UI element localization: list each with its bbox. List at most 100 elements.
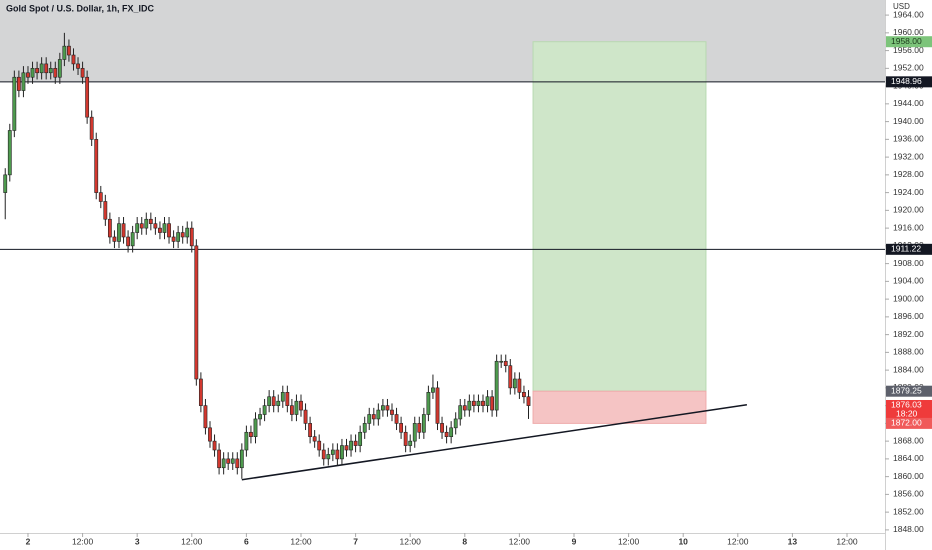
candle-body <box>326 454 331 460</box>
candle-body <box>98 192 103 202</box>
x-tick-label: 12:00 <box>618 536 640 546</box>
y-tick-label: 1940.00 <box>893 116 924 126</box>
x-tick-label: 2 <box>26 536 31 546</box>
x-tick-label: 6 <box>244 536 249 546</box>
candle-body <box>285 392 290 406</box>
candle-body <box>12 76 17 131</box>
candle-body <box>376 409 381 420</box>
candle-body <box>44 63 49 74</box>
candle-body <box>103 201 108 220</box>
x-tick-label: 12:00 <box>400 536 422 546</box>
x-tick-label: 12:00 <box>727 536 749 546</box>
y-tick-label: 1900.00 <box>893 293 924 303</box>
candle-body <box>185 227 190 238</box>
candle-body <box>321 449 326 460</box>
y-tick-label: 1888.00 <box>893 347 924 357</box>
candle-body <box>203 405 208 429</box>
x-tick-label: 10 <box>678 536 688 546</box>
entry-price-label: 1879.25 <box>891 385 922 395</box>
candle-body <box>107 218 112 238</box>
candle-body <box>408 440 413 446</box>
x-tick-label: 12:00 <box>509 536 531 546</box>
candle-body <box>244 431 249 451</box>
candle-body <box>421 414 426 433</box>
y-tick-label: 1864.00 <box>893 453 924 463</box>
candle-body <box>312 436 317 442</box>
candle-body <box>503 360 508 366</box>
candle-body <box>476 400 481 406</box>
candle-body <box>144 218 149 229</box>
candle-body <box>217 449 221 469</box>
candle-body <box>226 458 231 464</box>
candle-body <box>371 414 376 420</box>
candle-body <box>440 423 444 433</box>
candle-body <box>358 431 363 446</box>
level-price-label-bg <box>886 243 932 255</box>
candle-body <box>394 414 399 424</box>
candle-body <box>453 418 458 429</box>
candle-body <box>467 400 472 411</box>
x-tick-label: 12:00 <box>290 536 312 546</box>
candle-body <box>512 378 517 389</box>
plot-area <box>0 0 885 481</box>
candle-body <box>403 431 408 446</box>
y-tick-label: 1916.00 <box>893 222 924 232</box>
candle-body <box>276 400 281 406</box>
candle-body <box>139 223 144 229</box>
candle-body <box>230 458 235 464</box>
last-price-label-countdown: 18:20 <box>896 409 918 419</box>
trendline <box>241 404 748 481</box>
y-tick-label: 1928.00 <box>893 169 924 179</box>
candle-body <box>162 223 167 233</box>
level-price-label-bg <box>886 76 932 88</box>
currency-label: USD <box>893 2 910 11</box>
y-tick-label: 1964.00 <box>893 9 924 19</box>
candle-body <box>380 405 385 411</box>
candle-body <box>431 387 435 393</box>
candle-body <box>494 360 499 411</box>
candle-body <box>385 405 390 411</box>
target-price-label: 1958.00 <box>891 36 922 46</box>
candle-body <box>80 68 85 78</box>
y-tick-label: 1860.00 <box>893 471 924 481</box>
candle-body <box>221 458 226 469</box>
candle-body <box>353 440 358 446</box>
candle-body <box>180 232 185 238</box>
y-tick-label: 1956.00 <box>893 45 924 55</box>
candle-body <box>171 236 176 242</box>
candle-body <box>522 392 526 398</box>
candle-body <box>258 414 262 420</box>
candle-body <box>153 223 158 229</box>
candle-body <box>435 387 440 424</box>
y-tick-label: 1944.00 <box>893 98 924 108</box>
y-tick-label: 1936.00 <box>893 134 924 144</box>
candle-body <box>289 405 294 415</box>
level-price-label: 1948.96 <box>891 76 922 86</box>
candle-body <box>362 423 367 433</box>
candle-body <box>526 396 531 406</box>
x-tick-label: 8 <box>462 536 467 546</box>
loss-zone <box>532 390 707 424</box>
candle-body <box>130 232 135 247</box>
y-tick-label: 1884.00 <box>893 364 924 374</box>
candle-body <box>67 45 71 56</box>
x-tick-label: 3 <box>135 536 140 546</box>
x-tick-label: 7 <box>353 536 358 546</box>
y-tick-label: 1920.00 <box>893 205 924 215</box>
candle-body <box>126 236 130 247</box>
y-tick-label: 1856.00 <box>893 489 924 499</box>
y-tick-label: 1908.00 <box>893 258 924 268</box>
y-tick-label: 1896.00 <box>893 311 924 321</box>
y-tick-label: 1892.00 <box>893 329 924 339</box>
candle-body <box>26 72 30 78</box>
candle-body <box>471 400 476 406</box>
stop-price-label: 1872.00 <box>891 418 922 428</box>
candle-body <box>271 396 276 406</box>
candle-body <box>426 392 431 415</box>
candle-body <box>71 54 76 65</box>
candle-body <box>30 68 35 78</box>
candle-body <box>349 440 353 451</box>
candle-body <box>299 400 303 411</box>
